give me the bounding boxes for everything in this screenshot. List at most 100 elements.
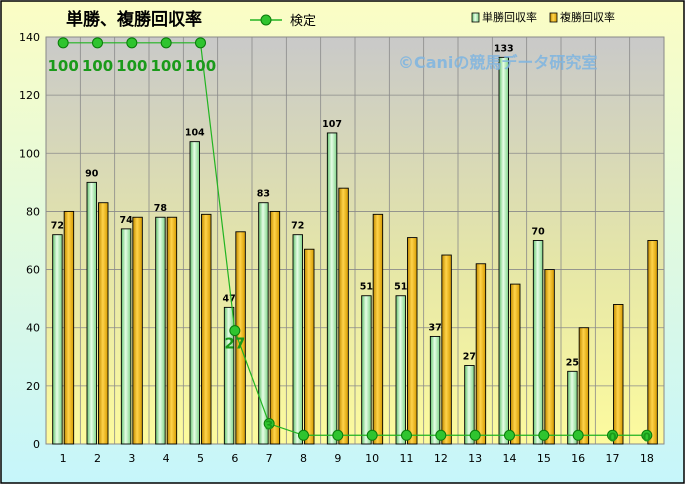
y-axis-ticks: 0 20 40 60 80 100 120 140 bbox=[19, 31, 40, 451]
bar-fukusho bbox=[578, 327, 590, 445]
chart-title: 単勝、複勝回収率 bbox=[66, 9, 202, 30]
bar-tansho bbox=[326, 132, 338, 445]
bar-fukusho bbox=[407, 237, 418, 445]
x-tick-label: 9 bbox=[334, 452, 341, 465]
bar-tansho bbox=[86, 181, 97, 445]
legend-item-kentei: 検定 bbox=[250, 14, 316, 29]
line-label-kentei: 100 bbox=[185, 57, 216, 75]
bar-fukusho bbox=[510, 283, 521, 445]
bar-label-tansho: 83 bbox=[257, 189, 270, 200]
line-label-kentei: 100 bbox=[151, 57, 182, 75]
legend-item-tansho: 単勝回収率 bbox=[471, 10, 537, 24]
x-tick-label: 14 bbox=[503, 452, 517, 465]
x-axis-ticks: 1 2 3 4 5 6 7 8 9 10 11 12 13 14 15 16 17 18 bbox=[60, 452, 654, 465]
y-tick-label: 20 bbox=[26, 380, 40, 393]
bar-label-tansho: 90 bbox=[85, 168, 99, 179]
bar-label-tansho: 27 bbox=[463, 352, 476, 363]
x-tick-label: 17 bbox=[606, 452, 620, 465]
bar-label-tansho: 47 bbox=[222, 293, 235, 304]
point-kentei bbox=[195, 37, 206, 49]
point-kentei bbox=[641, 429, 653, 441]
point-kentei bbox=[298, 429, 309, 441]
y-tick-label: 0 bbox=[33, 438, 40, 451]
point-kentei bbox=[160, 37, 172, 49]
x-tick-label: 1 bbox=[60, 452, 67, 465]
point-kentei bbox=[572, 429, 584, 441]
bar-label-tansho: 72 bbox=[291, 221, 304, 232]
y-tick-label: 140 bbox=[19, 31, 40, 44]
x-tick-label: 6 bbox=[231, 452, 238, 465]
legend-label-kentei: 検定 bbox=[290, 14, 316, 29]
bar-fukusho bbox=[544, 269, 555, 445]
point-kentei bbox=[435, 429, 447, 441]
bar-fukusho bbox=[235, 231, 246, 445]
bar-tansho bbox=[120, 228, 132, 445]
bar-tansho bbox=[464, 365, 475, 445]
y-tick-label: 120 bbox=[19, 89, 40, 102]
y-tick-label: 40 bbox=[26, 322, 40, 335]
bar-tansho bbox=[395, 295, 406, 445]
point-kentei bbox=[538, 429, 550, 441]
bar-tansho bbox=[498, 56, 509, 445]
bar-series bbox=[52, 56, 658, 445]
legend-item-fukusho: 複勝回収率 bbox=[549, 10, 615, 24]
line-label-kentei: 0 bbox=[608, 430, 616, 444]
x-tick-label: 16 bbox=[571, 452, 585, 465]
y-tick-label: 100 bbox=[19, 147, 40, 160]
bar-tansho bbox=[429, 335, 441, 445]
legend: 検定 単勝回収率 複勝回収率 bbox=[250, 10, 615, 29]
bar-tansho bbox=[532, 240, 544, 445]
bar-label-tansho: 107 bbox=[322, 119, 342, 130]
bar-fukusho bbox=[372, 213, 384, 445]
point-kentei bbox=[126, 37, 138, 49]
bar-fukusho bbox=[441, 254, 452, 445]
bar-tansho bbox=[223, 306, 235, 445]
x-tick-label: 18 bbox=[640, 452, 654, 465]
point-kentei bbox=[401, 429, 412, 441]
line-label-kentei: 3 bbox=[265, 419, 273, 433]
bar-label-tansho: 51 bbox=[360, 282, 373, 293]
bar-tansho bbox=[361, 295, 372, 445]
point-kentei bbox=[469, 429, 481, 441]
point-kentei bbox=[332, 429, 344, 441]
bar-label-tansho: 37 bbox=[428, 322, 441, 333]
bar-fukusho bbox=[132, 216, 143, 445]
legend-label-tansho: 単勝回収率 bbox=[482, 10, 537, 24]
line-kentei bbox=[63, 42, 647, 436]
bar-label-tansho: 74 bbox=[119, 215, 133, 226]
y-tick-label: 80 bbox=[26, 205, 40, 218]
x-tick-label: 12 bbox=[434, 452, 448, 465]
point-kentei bbox=[366, 429, 378, 441]
point-kentei bbox=[263, 418, 275, 430]
bar-fukusho bbox=[647, 240, 658, 445]
line-label-kentei: 0 bbox=[643, 430, 651, 444]
bar-fukusho bbox=[201, 213, 212, 445]
bar-tansho bbox=[189, 141, 200, 445]
bar-label-tansho: 25 bbox=[566, 357, 579, 368]
line-label-kentei: 100 bbox=[82, 57, 113, 75]
bar-label-tansho: 72 bbox=[51, 221, 64, 232]
bar-tansho bbox=[292, 234, 303, 445]
x-tick-label: 5 bbox=[197, 452, 204, 465]
line-label-kentei: 27 bbox=[224, 335, 245, 353]
y-tick-label: 60 bbox=[26, 264, 40, 277]
bar-label-tansho: 51 bbox=[394, 282, 407, 293]
x-tick-label: 3 bbox=[128, 452, 135, 465]
bar-label-tansho: 78 bbox=[154, 203, 168, 214]
bar-tansho bbox=[155, 216, 166, 445]
x-tick-label: 4 bbox=[163, 452, 170, 465]
legend-label-fukusho: 複勝回収率 bbox=[560, 10, 615, 24]
bar-fukusho bbox=[338, 187, 349, 445]
bar-fukusho bbox=[63, 210, 75, 445]
point-kentei bbox=[504, 429, 515, 441]
x-tick-label: 11 bbox=[400, 452, 414, 465]
x-tick-label: 2 bbox=[94, 452, 101, 465]
bar-fukusho bbox=[98, 202, 109, 445]
bar-labels: 72 90 74 78 104 47 83 72 107 51 51 37 27 133 70 25 bbox=[51, 43, 579, 368]
point-kentei bbox=[229, 325, 241, 337]
bar-tansho bbox=[52, 234, 63, 445]
bar-fukusho bbox=[304, 248, 315, 445]
bar-fukusho bbox=[613, 304, 624, 445]
